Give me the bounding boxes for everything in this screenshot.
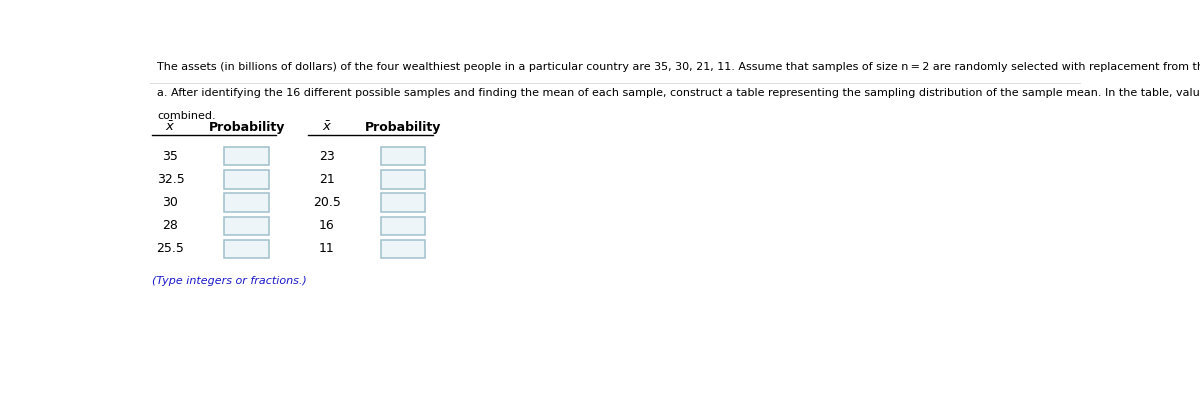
Text: 20.5: 20.5: [313, 196, 341, 209]
Text: a. After identifying the 16 different possible samples and finding the mean of e: a. After identifying the 16 different po…: [157, 88, 1200, 98]
Text: $\bar{x}$: $\bar{x}$: [166, 120, 175, 134]
Text: 32.5: 32.5: [156, 173, 185, 186]
Text: 21: 21: [319, 173, 335, 186]
FancyBboxPatch shape: [224, 170, 269, 188]
Text: $\bar{x}$: $\bar{x}$: [322, 120, 332, 134]
Text: Probability: Probability: [365, 121, 442, 134]
FancyBboxPatch shape: [224, 240, 269, 258]
Text: The assets (in billions of dollars) of the four wealthiest people in a particula: The assets (in billions of dollars) of t…: [157, 62, 1200, 72]
FancyBboxPatch shape: [224, 147, 269, 165]
Text: 11: 11: [319, 242, 335, 256]
FancyBboxPatch shape: [380, 193, 425, 212]
Text: 28: 28: [162, 219, 179, 232]
FancyBboxPatch shape: [380, 170, 425, 188]
Text: 23: 23: [319, 150, 335, 163]
FancyBboxPatch shape: [380, 240, 425, 258]
FancyBboxPatch shape: [224, 193, 269, 212]
Text: 30: 30: [162, 196, 179, 209]
Text: 25.5: 25.5: [156, 242, 185, 256]
Text: (Type integers or fractions.): (Type integers or fractions.): [152, 275, 307, 286]
Text: 16: 16: [319, 219, 335, 232]
Text: Probability: Probability: [209, 121, 284, 134]
FancyBboxPatch shape: [224, 216, 269, 235]
FancyBboxPatch shape: [380, 147, 425, 165]
FancyBboxPatch shape: [380, 216, 425, 235]
Text: combined.: combined.: [157, 111, 216, 121]
Text: 35: 35: [162, 150, 179, 163]
